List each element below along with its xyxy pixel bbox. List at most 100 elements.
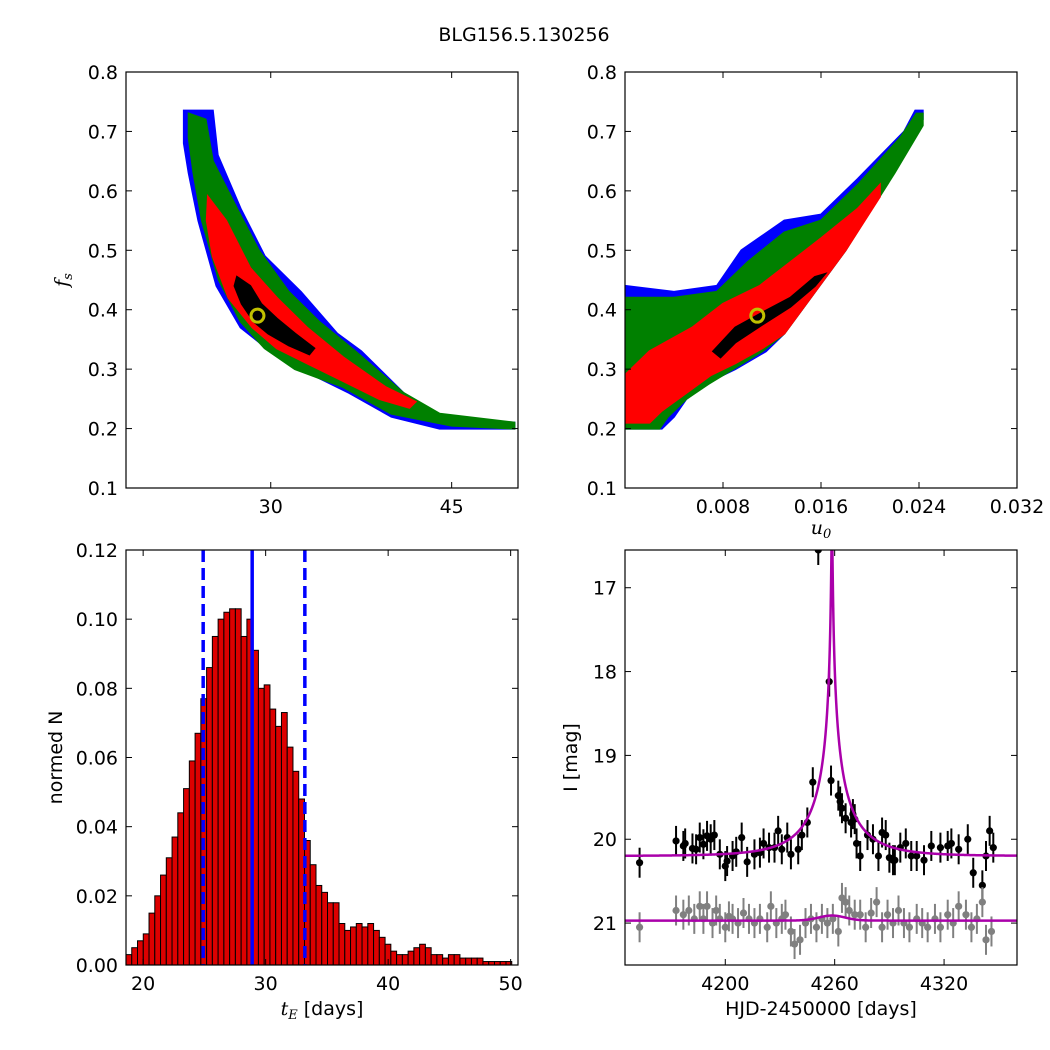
histogram-bar	[131, 947, 139, 965]
data-point	[696, 833, 704, 842]
data-point	[685, 906, 693, 915]
y-tick-label: 0.6	[587, 181, 617, 203]
histogram-bar	[206, 667, 213, 965]
histogram-bar	[148, 912, 156, 965]
x-axis-label: tE [days]	[281, 998, 364, 1023]
data-point	[814, 550, 822, 554]
data-point	[867, 909, 875, 917]
histogram-bar	[275, 725, 282, 965]
panel-fs-vs-u0: 0.008 0.016 0.024 0.032 0.1 0.2 0.3 0.4 0.5 0.6 0.…	[587, 62, 1044, 542]
x-tick-label: 45	[440, 496, 464, 518]
x-axis-label: HJD-2450000 [days]	[725, 998, 917, 1020]
x-tick-label: 20	[131, 973, 155, 995]
data-point	[955, 902, 963, 910]
y-tick-label: 0.8	[88, 62, 118, 84]
histogram-bar	[229, 608, 236, 965]
data-point	[894, 906, 903, 915]
data-point	[978, 898, 986, 906]
best-fit-marker	[749, 307, 766, 324]
y-tick-label: 0.7	[88, 121, 118, 143]
data-point	[878, 923, 886, 931]
histogram-bar	[470, 957, 478, 965]
data-point	[672, 906, 680, 915]
x-tick-label: 30	[259, 496, 283, 518]
histogram-bar	[424, 947, 432, 965]
y-tick-label: 0.6	[88, 181, 118, 203]
data-point	[851, 911, 859, 919]
histogram-bar	[390, 950, 398, 965]
histogram-bar	[315, 884, 323, 965]
confidence-region-sigma1	[711, 272, 828, 359]
data-point	[723, 857, 731, 865]
data-point	[947, 839, 955, 848]
histogram-bar	[183, 788, 190, 965]
y-tick-label: 18	[593, 662, 617, 684]
data-point	[796, 936, 804, 944]
data-point	[944, 911, 952, 919]
y-axis-label: I [mag]	[560, 723, 582, 792]
y-tick-label: 0.2	[88, 419, 118, 441]
data-point	[827, 776, 835, 785]
y-tick-label: 0.00	[76, 955, 118, 977]
histogram-bar	[419, 943, 426, 965]
histogram-bar	[160, 874, 167, 965]
data-point	[823, 919, 831, 927]
y-tick-label: 0.06	[76, 748, 118, 770]
x-tick-label: 4200	[701, 973, 749, 995]
data-point	[834, 927, 842, 936]
histogram-bar	[350, 926, 357, 965]
data-point	[712, 906, 720, 915]
histogram-bar	[332, 902, 340, 965]
data-point	[759, 839, 768, 848]
model-curve	[625, 550, 1017, 858]
data-point	[986, 827, 994, 835]
data-point	[635, 859, 644, 867]
y-tick-label: 0.2	[587, 419, 617, 441]
y-tick-label: 0.10	[76, 609, 118, 631]
y-tick-label: 0.5	[88, 240, 118, 262]
histogram-bar	[217, 618, 225, 965]
data-point	[778, 845, 786, 853]
y-tick-label: 0.1	[587, 478, 617, 500]
histogram-bar	[413, 947, 421, 965]
y-tick-label: 17	[593, 578, 617, 600]
data-point	[882, 831, 890, 839]
histogram-bar	[269, 708, 277, 965]
histogram-bar	[396, 954, 403, 965]
data-point	[781, 911, 790, 919]
data-point	[856, 852, 864, 860]
data-point	[829, 915, 837, 923]
panel-light-curve: 4200 4260 4320 17 18 19 20 21 I [mag] HJD-2450000…	[560, 549, 1018, 1020]
histogram-bar	[142, 933, 150, 965]
data-point	[902, 839, 910, 848]
data-point	[969, 869, 977, 877]
histogram-bar	[234, 608, 242, 965]
x-tick-label: 4260	[810, 973, 858, 995]
data-point	[842, 814, 850, 822]
data-point	[790, 940, 799, 948]
y-tick-label: 0.7	[587, 121, 617, 143]
histogram-bar	[453, 954, 461, 965]
histogram-bar	[126, 954, 133, 965]
data-point	[794, 845, 802, 853]
y-tick-label: 0.04	[76, 817, 118, 839]
data-point	[978, 881, 986, 889]
data-point	[852, 839, 861, 848]
x-tick-label: 40	[376, 973, 400, 995]
data-point	[927, 842, 935, 850]
data-point	[913, 852, 921, 860]
data-point	[842, 898, 850, 906]
data-point	[763, 923, 771, 931]
model-curve-gray	[625, 914, 1017, 922]
histogram-bar	[263, 684, 271, 965]
data-point	[907, 852, 915, 860]
histogram-bar	[327, 902, 334, 965]
y-tick-label: 0.5	[587, 240, 617, 262]
histogram-bar	[321, 891, 329, 965]
y-tick-label: 0.12	[76, 540, 118, 562]
axes-frame	[624, 549, 1018, 966]
data-point	[955, 845, 963, 853]
data-point	[699, 840, 708, 848]
data-point	[920, 856, 928, 864]
x-tick-label: 4320	[920, 973, 968, 995]
